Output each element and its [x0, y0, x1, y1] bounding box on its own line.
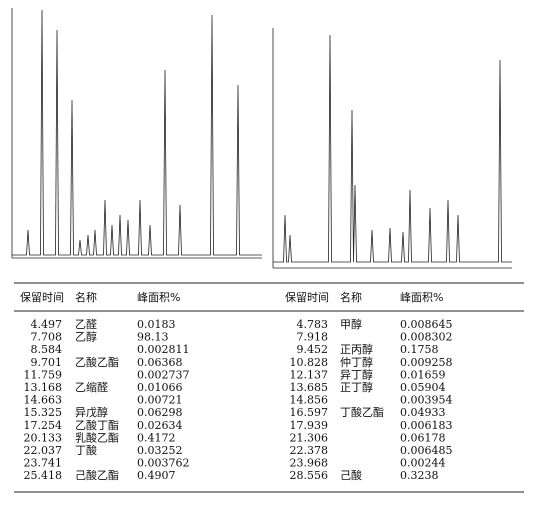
retention-time: 15.325	[24, 406, 63, 419]
retention-time: 20.133	[24, 431, 63, 444]
retention-time: 11.759	[24, 368, 63, 381]
retention-time: 13.685	[290, 381, 329, 394]
peak-area: 0.006183	[400, 419, 453, 432]
retention-time: 14.663	[24, 394, 63, 407]
peak-area: 0.4172	[137, 431, 176, 444]
compound-name: 丁酸乙酯	[340, 405, 384, 419]
retention-time: 23.741	[24, 457, 63, 470]
retention-time: 10.828	[290, 356, 329, 369]
retention-time: 25.418	[24, 469, 63, 482]
retention-time: 28.556	[290, 469, 329, 482]
compound-name: 己酸	[340, 468, 362, 482]
retention-time: 12.137	[290, 368, 329, 381]
peak-area: 0.06298	[137, 406, 183, 419]
compound-name: 仲丁醇	[340, 355, 373, 369]
peak-area: 0.008645	[400, 318, 453, 331]
retention-time: 7.708	[31, 331, 63, 344]
retention-time: 17.939	[290, 419, 329, 432]
compound-name: 乙缩醛	[75, 380, 108, 394]
compound-name: 乙醇	[75, 330, 97, 344]
peak-area: 0.06368	[137, 356, 183, 369]
retention-time: 9.701	[31, 356, 63, 369]
peak-area: 0.1758	[400, 343, 439, 356]
compound-name: 乙醛	[75, 317, 97, 331]
retention-time: 16.597	[290, 406, 329, 419]
peak-area: 0.01066	[137, 381, 183, 394]
retention-time: 23.968	[290, 457, 329, 470]
peak-area: 0.002811	[137, 343, 190, 356]
peak-area: 0.03252	[137, 444, 183, 457]
compound-name: 乙酸丁酯	[75, 418, 119, 432]
retention-time: 13.168	[24, 381, 63, 394]
compound-name: 甲醇	[340, 317, 362, 331]
peak-area: 98.13	[137, 331, 169, 344]
peak-area: 0.06178	[400, 431, 446, 444]
retention-time: 7.918	[297, 331, 329, 344]
compound-name: 正丁醇	[340, 380, 373, 394]
compound-name: 丁酸	[75, 443, 97, 457]
retention-time: 4.783	[297, 318, 329, 331]
retention-time: 17.254	[24, 419, 63, 432]
peak-area: 0.003954	[400, 394, 453, 407]
chromatograms	[11, 8, 512, 269]
column-header: 名称	[75, 290, 97, 304]
retention-time: 9.452	[297, 343, 329, 356]
peak-area: 0.009258	[400, 356, 453, 369]
right-trace	[273, 34, 512, 263]
left-trace	[12, 9, 262, 256]
peak-area: 0.01659	[400, 368, 446, 381]
peak-area: 0.02634	[137, 419, 183, 432]
peak-area: 0.00721	[137, 394, 183, 407]
column-header: 保留时间	[285, 290, 329, 304]
peak-area: 0.3238	[400, 469, 439, 482]
peak-area: 0.04933	[400, 406, 446, 419]
retention-time: 22.037	[24, 444, 63, 457]
peak-area: 0.4907	[137, 469, 176, 482]
column-header: 峰面积%	[137, 291, 180, 304]
peak-area: 0.003762	[137, 457, 190, 470]
compound-name: 乳酸乙酯	[75, 430, 119, 444]
peak-area: 0.00244	[400, 457, 446, 470]
column-header: 名称	[340, 290, 362, 304]
retention-time: 4.497	[31, 318, 63, 331]
compound-name: 异戊醇	[75, 405, 108, 419]
retention-time: 14.856	[290, 394, 329, 407]
peak-area: 0.006485	[400, 444, 453, 457]
peak-area: 0.0183	[137, 318, 176, 331]
compound-name: 己酸乙酯	[75, 468, 119, 482]
column-header: 峰面积%	[400, 291, 443, 304]
column-header: 保留时间	[20, 290, 64, 304]
peak-area: 0.008302	[400, 331, 453, 344]
retention-time: 21.306	[290, 431, 329, 444]
compound-name: 乙酸乙酯	[75, 355, 119, 369]
retention-time: 22.378	[290, 444, 329, 457]
peak-area: 0.002737	[137, 368, 190, 381]
compound-name: 正丙醇	[340, 342, 373, 356]
compound-name: 异丁醇	[340, 367, 373, 381]
peak-area: 0.05904	[400, 381, 446, 394]
retention-time: 8.584	[31, 343, 63, 356]
